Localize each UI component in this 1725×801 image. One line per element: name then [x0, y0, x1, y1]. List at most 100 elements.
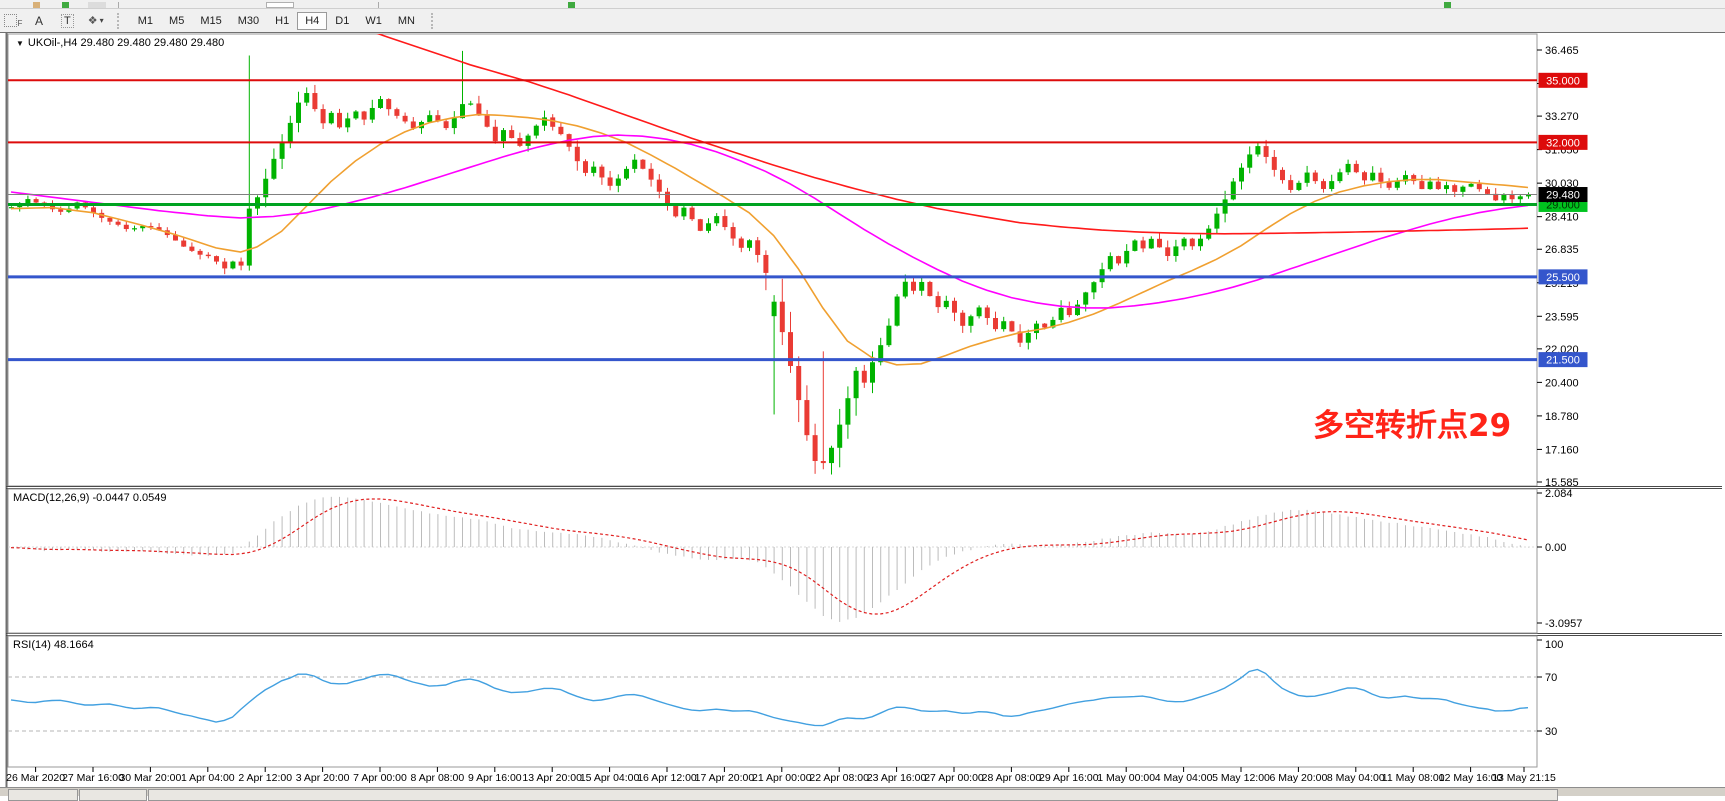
object-style-tool[interactable]: ❖ ▾	[85, 10, 107, 31]
svg-text:15 Apr 04:00: 15 Apr 04:00	[580, 772, 640, 784]
svg-text:21.500: 21.500	[1546, 355, 1580, 367]
symbol-ohlc-text: UKOil-,H4 29.480 29.480 29.480 29.480	[27, 37, 225, 49]
svg-text:70: 70	[1545, 672, 1557, 684]
svg-text:18.780: 18.780	[1545, 411, 1579, 423]
chart-tab[interactable]	[148, 789, 1558, 801]
mid-ma-magenta	[10, 134, 1529, 309]
toolbar-fragment	[88, 2, 106, 8]
svg-text:6 May 20:00: 6 May 20:00	[1270, 772, 1328, 784]
svg-text:21 Apr 00:00: 21 Apr 00:00	[752, 772, 812, 784]
diamonds-icon: ❖	[87, 15, 98, 27]
svg-text:32.000: 32.000	[1546, 137, 1580, 149]
price-badge: 25.500	[1538, 269, 1588, 285]
text-t-icon: T	[61, 13, 74, 28]
svg-text:13 Apr 20:00: 13 Apr 20:00	[522, 772, 582, 784]
svg-text:12 May 16:00: 12 May 16:00	[1439, 772, 1503, 784]
svg-text:35.000: 35.000	[1546, 75, 1580, 87]
svg-text:29.480: 29.480	[1546, 190, 1580, 202]
price-axis[interactable]: 36.46534.84533.27031.65030.03028.41026.8…	[1537, 45, 1579, 489]
svg-text:11 May 08:00: 11 May 08:00	[1382, 772, 1445, 784]
toolbar-grip	[430, 12, 438, 29]
svg-text:1 May 00:00: 1 May 00:00	[1097, 772, 1155, 784]
svg-text:36.465: 36.465	[1545, 45, 1579, 57]
price-badge: 32.000	[1538, 134, 1588, 150]
macd-signal-line	[10, 498, 1529, 615]
svg-text:13 May 21:15: 13 May 21:15	[1492, 772, 1556, 784]
timeframe-H4[interactable]: H4	[297, 11, 328, 30]
panel-splitter[interactable]	[6, 486, 1722, 489]
price-badge: 35.000	[1538, 72, 1588, 88]
svg-text:25.500: 25.500	[1546, 272, 1580, 284]
main-chart-panel[interactable]	[7, 33, 1538, 487]
svg-text:7 Apr 00:00: 7 Apr 00:00	[353, 772, 407, 784]
toolbar-separator	[378, 2, 379, 8]
svg-text:20.400: 20.400	[1545, 377, 1579, 389]
svg-text:28.410: 28.410	[1545, 212, 1579, 224]
svg-text:23.595: 23.595	[1545, 311, 1579, 323]
rsi-axis[interactable]: 100 70 30	[1537, 639, 1563, 738]
horizontal-levels[interactable]	[8, 79, 1537, 362]
panel-splitter[interactable]	[6, 633, 1722, 636]
svg-text:100: 100	[1545, 639, 1563, 651]
macd-panel[interactable]	[7, 488, 1538, 634]
timeframe-D1[interactable]: D1	[327, 12, 357, 30]
timeframe-MN[interactable]: MN	[390, 12, 423, 30]
grid-icon	[3, 14, 17, 27]
timeframe-W1[interactable]: W1	[357, 12, 390, 30]
rsi-indicator-label: RSI(14) 48.1664	[13, 639, 94, 651]
svg-text:-3.0957: -3.0957	[1545, 618, 1582, 630]
svg-text:22 Apr 08:00: 22 Apr 08:00	[809, 772, 869, 784]
dropdown-arrow-icon: ▾	[99, 16, 104, 25]
macd-indicator-label: MACD(12,26,9) -0.0447 0.0549	[13, 492, 167, 504]
svg-text:9 Apr 16:00: 9 Apr 16:00	[468, 772, 522, 784]
dropdown-triangle-icon[interactable]: ▼	[16, 39, 24, 48]
svg-text:30 Mar 20:00: 30 Mar 20:00	[119, 772, 181, 784]
timeframe-H1[interactable]: H1	[267, 12, 297, 30]
svg-text:17 Apr 20:00: 17 Apr 20:00	[695, 772, 755, 784]
timeframe-M30[interactable]: M30	[230, 12, 267, 30]
svg-text:28 Apr 08:00: 28 Apr 08:00	[982, 772, 1042, 784]
svg-text:30: 30	[1545, 726, 1557, 738]
price-badge: 21.500	[1538, 352, 1588, 368]
toolbar: F A T ❖ ▾ M1 M5 M15 M30 H1 H4 D1 W1 MN	[0, 9, 1725, 32]
svg-text:8 Apr 08:00: 8 Apr 08:00	[411, 772, 465, 784]
chart-tab[interactable]	[79, 789, 147, 801]
svg-text:27 Apr 00:00: 27 Apr 00:00	[924, 772, 984, 784]
svg-text:23 Apr 16:00: 23 Apr 16:00	[867, 772, 927, 784]
slow-ma-red	[376, 34, 1529, 235]
svg-text:4 May 04:00: 4 May 04:00	[1155, 772, 1213, 784]
rsi-panel[interactable]	[7, 635, 1538, 768]
timeframe-M5[interactable]: M5	[161, 12, 192, 30]
text-label-tool[interactable]: A	[28, 11, 50, 30]
svg-text:2.084: 2.084	[1545, 488, 1573, 500]
toolbar-fragment	[62, 2, 69, 8]
toolbar-fragment	[266, 2, 294, 8]
chart-tab[interactable]	[8, 789, 78, 801]
candlestick-series	[9, 50, 1531, 475]
svg-text:33.270: 33.270	[1545, 111, 1579, 123]
svg-text:3 Apr 20:00: 3 Apr 20:00	[296, 772, 350, 784]
chart-window-frame	[0, 32, 1725, 787]
toolbar-fragment	[33, 2, 40, 8]
toolbar-fragment	[568, 2, 575, 8]
toolbar-fragment	[1444, 2, 1451, 8]
timeframe-M15[interactable]: M15	[192, 12, 229, 30]
text-box-tool[interactable]: T	[54, 11, 81, 30]
svg-text:29 Apr 16:00: 29 Apr 16:00	[1039, 772, 1099, 784]
svg-text:27 Mar 16:00: 27 Mar 16:00	[62, 772, 124, 784]
crosshair-grid-tool[interactable]: F	[2, 10, 24, 31]
svg-text:26 Mar 2020: 26 Mar 2020	[6, 772, 65, 784]
toolbar-grip	[116, 12, 124, 29]
timeframe-group: M1 M5 M15 M30 H1 H4 D1 W1 MN	[130, 11, 423, 30]
timeframe-M1[interactable]: M1	[130, 12, 161, 30]
chart-annotation-text: 多空转折点29	[1313, 408, 1512, 444]
macd-axis[interactable]: 2.084 0.00 -3.0957	[1537, 488, 1582, 630]
svg-text:5 May 12:00: 5 May 12:00	[1212, 772, 1270, 784]
macd-histogram	[11, 496, 1529, 622]
fast-ma-orange	[10, 113, 1529, 366]
svg-text:17.160: 17.160	[1545, 444, 1579, 456]
svg-text:29.000: 29.000	[1546, 199, 1580, 211]
svg-text:0.00: 0.00	[1545, 542, 1566, 554]
